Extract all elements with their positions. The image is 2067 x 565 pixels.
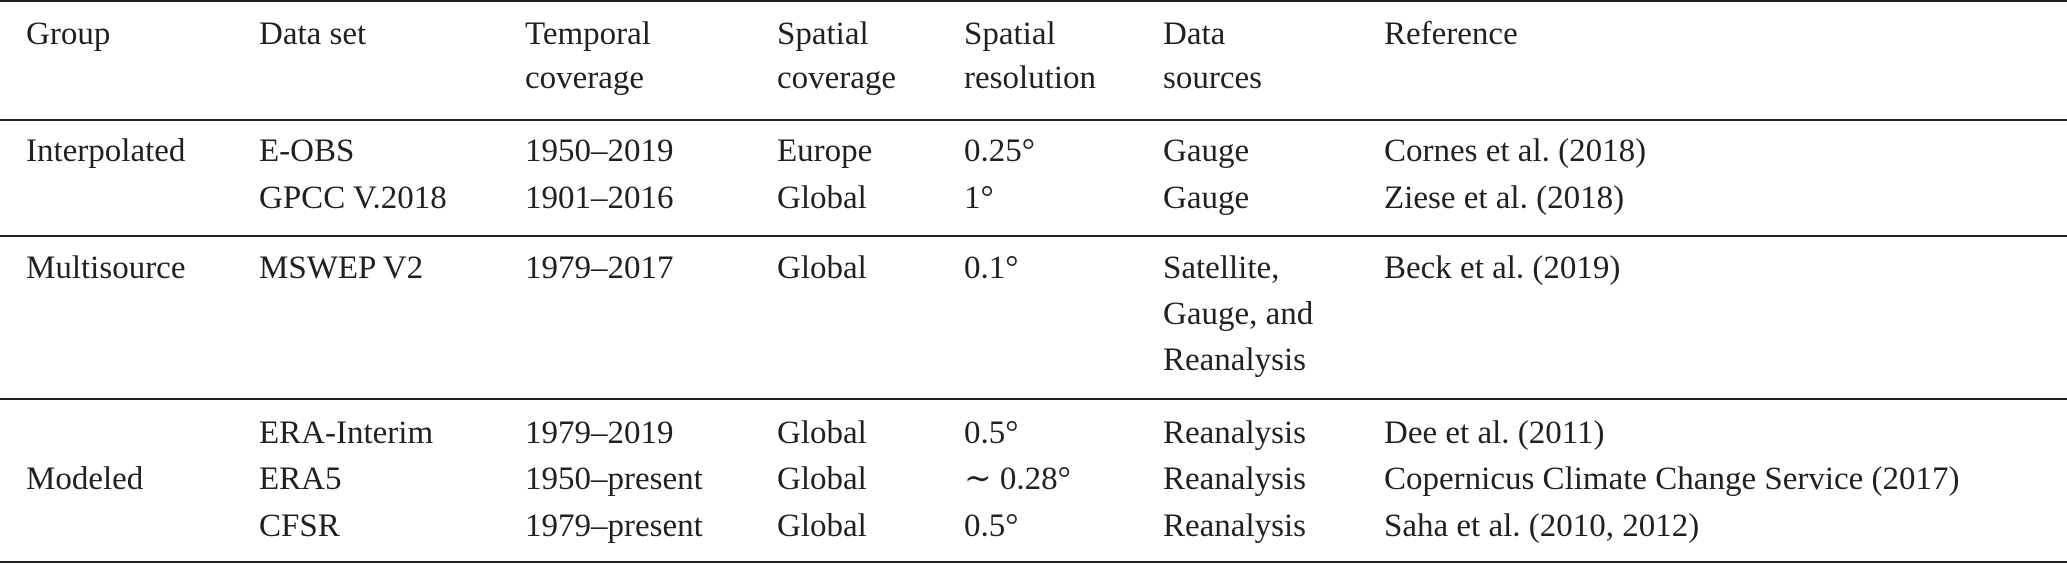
table-cell-sources: Reanalysis [1163,415,1306,451]
header-sources-line1: Data [1163,16,1226,52]
table-cell-temporal: 1950–2019 [525,133,674,169]
table-cell-reference: Copernicus Climate Change Service (2017) [1384,461,1960,497]
header-spatial-resolution-line1: Spatial [964,16,1056,52]
table-cell-sources-line2: Gauge, and [1163,296,1314,332]
table-cell-coverage: Global [777,180,867,216]
table-cell-sources: Reanalysis [1163,508,1306,544]
group-label-modeled: Modeled [26,461,144,497]
header-sources: Data sources [1163,12,1262,100]
table-cell-resolution: 0.5° [964,415,1019,451]
table-cell-dataset: ERA-Interim [259,415,434,451]
table-cell-reference: Ziese et al. (2018) [1384,180,1625,216]
table-cell-dataset: GPCC V.2018 [259,180,447,216]
header-sources-line2: sources [1163,60,1262,96]
table-cell-dataset: ERA5 [259,461,342,497]
header-rule [0,119,2067,121]
header-temporal-line2: coverage [525,60,645,96]
table-cell-temporal: 1979–2017 [525,250,674,286]
group-divider-rule [0,235,2067,237]
header-spatial-coverage-line1: Spatial [777,16,869,52]
table-cell-reference: Dee et al. (2011) [1384,415,1605,451]
table-cell-sources: Reanalysis [1163,461,1306,497]
header-temporal: Temporal coverage [525,12,651,100]
table-cell-sources-line1: Satellite, [1163,250,1280,286]
bottom-rule [0,561,2067,563]
table-cell-reference: Cornes et al. (2018) [1384,133,1647,169]
table-cell-sources-line3: Reanalysis [1163,342,1306,378]
header-spatial-resolution: Spatial resolution [964,12,1096,100]
table-cell-reference: Beck et al. (2019) [1384,250,1621,286]
table-cell-resolution: 0.25° [964,133,1035,169]
table-cell-dataset: MSWEP V2 [259,250,424,286]
table-cell-sources: Gauge [1163,133,1250,169]
table-cell-sources: Gauge [1163,180,1250,216]
header-temporal-line1: Temporal [525,16,651,52]
header-reference: Reference [1384,16,1518,52]
table-cell-temporal: 1950–present [525,461,703,497]
table-cell-reference: Saha et al. (2010, 2012) [1384,508,1700,544]
table-cell-coverage: Global [777,461,867,497]
group-label-multisource: Multisource [26,250,186,286]
header-spatial-coverage: Spatial coverage [777,12,896,100]
table-cell-temporal: 1979–2019 [525,415,674,451]
table-cell-temporal: 1979–present [525,508,703,544]
table-cell-temporal: 1901–2016 [525,180,674,216]
table-cell-resolution: ∼ 0.28° [964,461,1071,497]
table-cell-resolution: 0.5° [964,508,1019,544]
header-spatial-resolution-line2: resolution [964,60,1096,96]
table-cell-sources: Satellite, Gauge, and Reanalysis [1163,245,1313,383]
table-cell-resolution: 0.1° [964,250,1019,286]
table-cell-coverage: Global [777,250,867,286]
table-cell-dataset: E-OBS [259,133,355,169]
table-cell-coverage: Europe [777,133,873,169]
table-cell-resolution: 1° [964,180,994,216]
group-divider-rule [0,398,2067,400]
table-cell-coverage: Global [777,415,867,451]
header-spatial-coverage-line2: coverage [777,60,897,96]
table-cell-dataset: CFSR [259,508,340,544]
table-cell-coverage: Global [777,508,867,544]
group-label-interpolated: Interpolated [26,133,186,169]
top-rule [0,0,2067,2]
header-dataset: Data set [259,16,367,52]
header-group: Group [26,16,111,52]
